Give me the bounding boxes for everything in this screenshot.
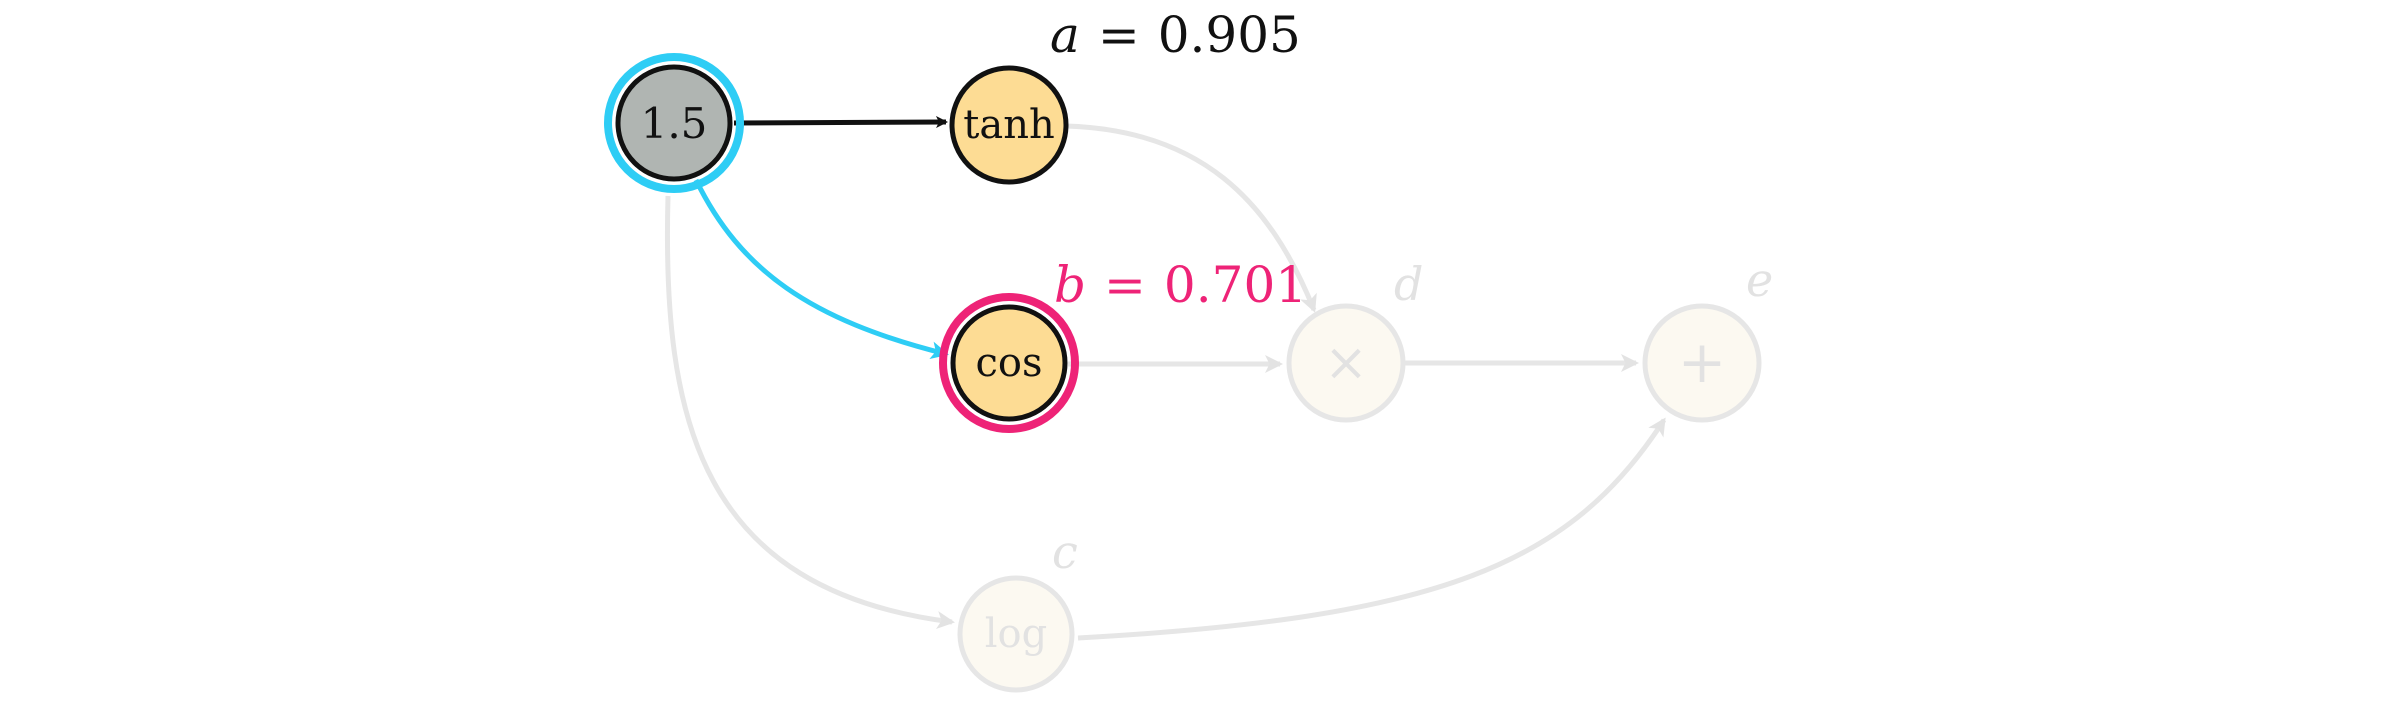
edge-input-to-cos xyxy=(693,178,949,360)
edge-log-to-add xyxy=(1077,417,1667,641)
edge-tanh-to-mul xyxy=(1065,123,1317,313)
add-node-circle xyxy=(1642,303,1762,423)
cos-node-highlight-ring xyxy=(939,293,1079,433)
cos-value-var: b xyxy=(1054,256,1086,314)
mul-node-label: × xyxy=(1324,333,1368,393)
tanh-node: tanh xyxy=(949,65,1069,185)
tanh-node-label: tanh xyxy=(963,102,1054,148)
mul-node-var: d xyxy=(1394,257,1423,311)
add-node-label: + xyxy=(1678,328,1727,396)
log-node-circle xyxy=(957,575,1075,693)
cos-value-label: b = 0.701 xyxy=(1054,256,1307,314)
cos-node-circle xyxy=(950,304,1068,422)
tanh-value-eq: = xyxy=(1098,6,1140,64)
cos-value-num: 0.701 xyxy=(1164,256,1307,314)
input-node: 1.5 xyxy=(604,53,744,193)
log-node-label: log xyxy=(985,611,1047,657)
edge-input-to-log xyxy=(664,195,955,630)
mul-node: × xyxy=(1286,303,1406,423)
edge-input-to-tanh xyxy=(733,116,948,129)
tanh-node-circle xyxy=(949,65,1069,185)
input-node-circle xyxy=(615,64,733,182)
input-node-highlight-ring xyxy=(604,53,744,193)
tanh-value-var: a xyxy=(1050,6,1080,64)
input-node-label: 1.5 xyxy=(641,99,708,148)
log-node-var: c xyxy=(1052,525,1078,579)
add-node-var: e xyxy=(1746,253,1773,307)
tanh-value-num: 0.905 xyxy=(1158,6,1301,64)
cos-node-label: cos xyxy=(975,340,1042,386)
log-node: log xyxy=(957,575,1075,693)
tanh-value-label: a = 0.905 xyxy=(1050,6,1301,64)
add-node: + xyxy=(1642,303,1762,423)
cos-node: cos xyxy=(939,293,1079,433)
mul-node-circle xyxy=(1286,303,1406,423)
cos-value-eq: = xyxy=(1104,256,1146,314)
